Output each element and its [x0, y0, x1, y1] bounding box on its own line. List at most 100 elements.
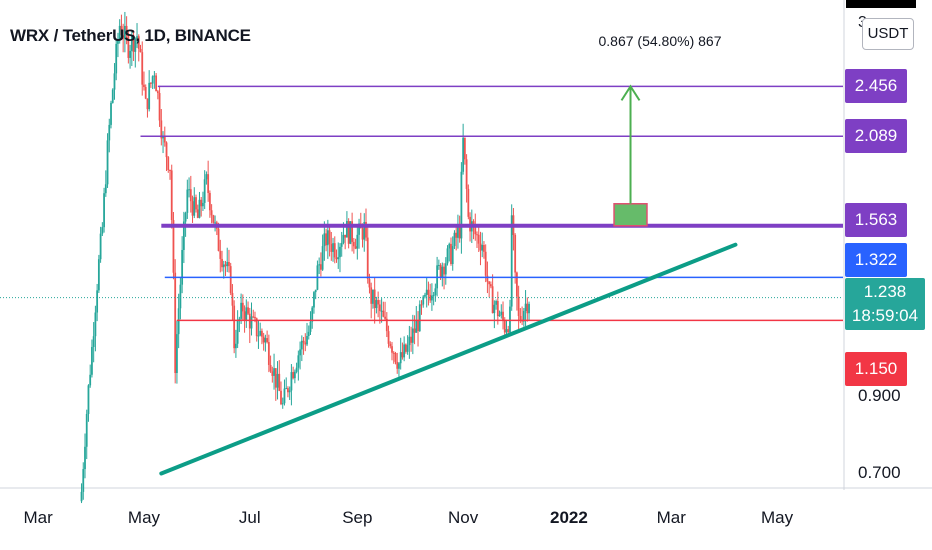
candle-body — [319, 264, 322, 270]
x-axis-tick-label: May — [761, 508, 794, 527]
candle-body — [110, 102, 112, 125]
candle-body — [285, 388, 288, 390]
candle-body — [283, 388, 286, 404]
candle-body — [321, 246, 324, 270]
x-axis-tick-label: Mar — [23, 508, 53, 527]
candle-body — [80, 491, 83, 502]
projection-arrow-head — [620, 84, 641, 101]
candle-body — [304, 342, 307, 345]
candle-body — [337, 257, 340, 260]
candle-body — [309, 321, 312, 332]
candle-body — [101, 227, 104, 234]
candle-body — [259, 330, 262, 336]
candle-body — [186, 189, 189, 213]
candle-body — [399, 352, 402, 364]
candle-body — [266, 338, 269, 343]
candle-body — [233, 305, 236, 349]
candle-body — [182, 221, 185, 250]
candle-body — [222, 264, 225, 268]
candle-body — [269, 364, 272, 372]
candle-body — [458, 226, 461, 239]
candle-body — [103, 193, 105, 228]
candle-body — [132, 35, 135, 52]
candle-body — [306, 336, 308, 345]
candle-body — [212, 215, 215, 223]
candle-body — [203, 179, 206, 203]
candle-body — [330, 244, 333, 252]
candle-body — [446, 248, 449, 264]
candle-body — [323, 233, 326, 247]
candle-body — [384, 316, 386, 319]
x-axis-tick-label: Jul — [238, 508, 261, 527]
candle-body — [354, 246, 357, 249]
candle-body — [328, 230, 331, 245]
candle-body — [368, 279, 371, 288]
candle-body — [162, 136, 164, 139]
candle-body — [96, 290, 99, 313]
axis-top-marker — [846, 0, 916, 8]
candle-body — [500, 311, 503, 315]
candle-body — [489, 284, 492, 287]
candle-body — [205, 174, 208, 180]
candle-body — [398, 363, 400, 369]
candle-body — [346, 221, 348, 238]
candle-body — [198, 199, 201, 218]
candle-body — [129, 50, 131, 58]
candle-body — [483, 244, 485, 252]
candle-body — [150, 82, 152, 84]
candle-body — [104, 184, 107, 194]
candle-body — [366, 237, 369, 280]
candle-body — [453, 232, 456, 247]
candle-body — [488, 281, 491, 285]
candle-body — [214, 222, 216, 224]
candle-body — [118, 25, 121, 40]
candle-body — [288, 390, 291, 393]
candle-body — [202, 202, 204, 207]
candle-body — [163, 136, 166, 143]
candle-body — [247, 307, 249, 314]
candle-body — [361, 228, 364, 240]
candle-body — [267, 342, 270, 365]
currency-unit-button[interactable]: USDT — [862, 18, 914, 50]
candle-body — [377, 300, 380, 305]
candle-body — [255, 318, 258, 337]
candle-body — [389, 343, 392, 347]
candle-body — [276, 373, 279, 388]
candle-body — [498, 314, 501, 317]
candle-body — [293, 371, 296, 379]
candle-body — [375, 300, 378, 309]
candle-body — [349, 221, 352, 244]
price-tag-value: 1.322 — [854, 250, 898, 269]
price-tag-value: 1.238 — [863, 282, 907, 301]
candle-body — [117, 39, 119, 44]
candle-body — [502, 311, 504, 321]
candle-body — [507, 329, 510, 333]
candle-body — [243, 311, 246, 320]
candle-body — [392, 352, 395, 354]
candle-body — [241, 302, 244, 312]
candle-body — [486, 275, 489, 282]
candle-body — [380, 310, 383, 312]
candle-body — [356, 234, 359, 249]
candle-body — [172, 220, 175, 273]
candle-body — [455, 232, 458, 238]
candle-body — [123, 25, 126, 39]
candle-body — [333, 243, 336, 258]
candle-body — [418, 304, 421, 332]
candle-body — [217, 228, 220, 251]
candle-body — [170, 170, 173, 221]
candle-body — [417, 320, 419, 332]
candle-body — [347, 221, 350, 244]
candle-body — [451, 246, 454, 265]
candle-body — [297, 355, 300, 368]
candle-body — [408, 336, 411, 346]
candle-body — [382, 310, 385, 317]
candle-body — [141, 52, 144, 85]
candle-body — [176, 334, 178, 374]
candle-body — [156, 91, 159, 94]
candle-body — [195, 197, 197, 210]
candle-body — [137, 36, 140, 49]
candle-body — [143, 84, 145, 88]
candle-body — [415, 320, 418, 333]
